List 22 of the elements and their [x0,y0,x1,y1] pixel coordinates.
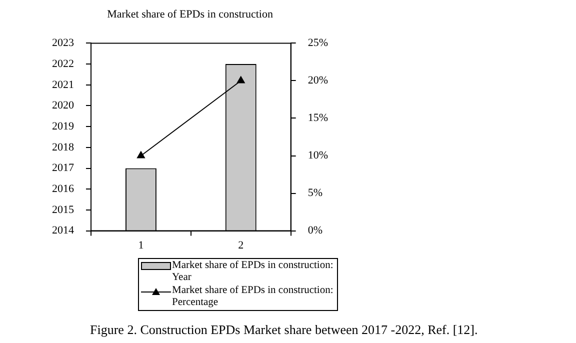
y2-tick-label: 0% [308,224,323,237]
y2-tick-label: 25% [308,37,328,50]
caption: Figure 2. Construction EPDs Market share between 2017 -2022, Ref. [12]. [90,322,478,338]
y-tick-label: 2018 [52,141,74,154]
y-tick-label: 2022 [52,58,74,70]
y-tick-label: 2021 [52,78,74,91]
y-tick-label: 2015 [52,204,74,216]
y-tick-label: 2014 [52,224,74,237]
legend-label: Market share of EPDs in construction: Percentage [172,285,334,309]
y2-tick-label: 15% [308,112,328,124]
y-tick-label: 2023 [52,37,74,50]
x-tick-label: 1 [138,239,144,252]
y2-tick-label: 20% [308,74,328,87]
y-tick-label: 2019 [52,120,74,132]
y-tick-label: 2016 [52,183,74,195]
y-tick-label: 2017 [52,162,74,174]
y2-tick-label: 10% [308,150,328,162]
x-tick-label: 2 [238,239,244,252]
chart-title: Market share of EPDs in construction [107,8,274,20]
y-tick-label: 2020 [52,100,74,112]
legend-label: Market share of EPDs in construction: Year [172,260,334,284]
y2-tick-label: 5% [308,187,323,200]
